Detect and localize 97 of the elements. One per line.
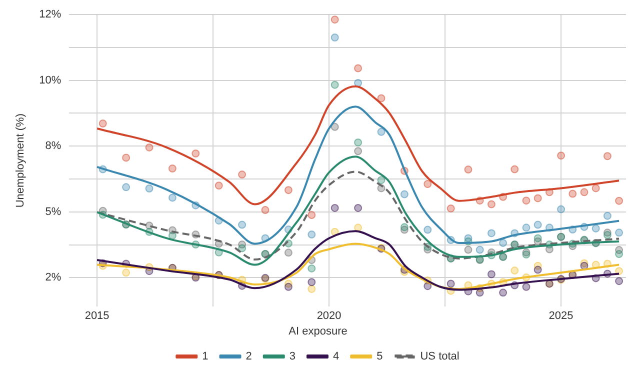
y-tick-label: 12%	[39, 8, 62, 21]
point	[238, 220, 246, 229]
point	[522, 196, 530, 205]
point	[522, 282, 530, 291]
y-tick-label: 2%	[45, 272, 62, 284]
point	[330, 16, 339, 24]
point	[557, 152, 566, 160]
point	[214, 182, 223, 190]
point	[122, 268, 130, 277]
point	[464, 246, 472, 254]
point	[534, 266, 542, 274]
point	[487, 270, 496, 278]
line-series	[96, 106, 620, 245]
point	[534, 220, 542, 229]
point	[464, 166, 472, 174]
point	[354, 138, 362, 146]
point	[377, 94, 386, 102]
point	[238, 244, 246, 252]
point	[354, 147, 362, 156]
point	[615, 267, 624, 276]
point	[308, 230, 316, 239]
point	[261, 206, 270, 214]
point	[592, 224, 600, 232]
point	[330, 80, 339, 89]
point	[238, 170, 246, 179]
point	[476, 288, 484, 297]
line-series	[96, 156, 620, 266]
legend-title: AI exposure	[288, 325, 348, 338]
point	[354, 224, 362, 232]
point	[168, 164, 176, 172]
point	[284, 282, 292, 291]
point	[354, 78, 362, 87]
x-tick-label: 2015	[84, 310, 110, 322]
point	[487, 229, 496, 238]
point	[510, 165, 519, 174]
point	[145, 184, 154, 192]
legend-label: 1	[202, 350, 208, 363]
point	[522, 224, 530, 232]
point	[145, 143, 154, 152]
point	[98, 120, 107, 128]
point	[330, 33, 339, 42]
point	[192, 150, 200, 158]
point	[308, 278, 316, 286]
point	[122, 154, 130, 162]
y-tick-label: 5%	[45, 206, 62, 218]
y-axis-title: Unemployment (%)	[14, 114, 27, 208]
x-tick-label: 2025	[548, 310, 574, 322]
point	[580, 188, 588, 196]
point	[592, 184, 600, 192]
point	[464, 234, 472, 242]
point	[330, 204, 339, 212]
point	[615, 228, 624, 237]
point	[354, 64, 362, 72]
point	[424, 282, 432, 290]
point	[487, 200, 496, 208]
line-series	[96, 242, 620, 290]
point	[354, 204, 362, 212]
point	[603, 212, 612, 220]
point	[615, 250, 624, 258]
point	[424, 180, 432, 188]
point	[522, 250, 530, 259]
point	[377, 176, 386, 184]
legend-label: 2	[246, 350, 252, 363]
x-tick-label: 2020	[316, 310, 342, 322]
line-series	[96, 170, 620, 261]
point	[424, 226, 432, 234]
point	[476, 246, 484, 254]
point	[499, 288, 508, 297]
point	[446, 280, 455, 288]
point	[615, 277, 624, 286]
point	[568, 190, 577, 198]
legend-label: 4	[332, 350, 340, 363]
legend-label: 5	[376, 350, 383, 363]
point	[308, 264, 316, 272]
point	[308, 284, 316, 293]
point	[377, 128, 386, 136]
legend-label: US total	[420, 350, 460, 363]
point	[603, 152, 612, 160]
y-tick-label: 8%	[45, 140, 62, 152]
point	[330, 122, 339, 131]
point	[400, 223, 408, 232]
point	[122, 183, 130, 192]
point	[446, 204, 455, 212]
legend-label: 3	[289, 350, 296, 363]
point	[308, 211, 316, 220]
point	[284, 186, 292, 194]
point	[400, 190, 408, 198]
point	[615, 196, 624, 205]
point	[168, 194, 176, 202]
point	[499, 238, 508, 247]
point	[603, 231, 612, 240]
y-tick-label: 10%	[39, 74, 62, 86]
point	[557, 205, 566, 214]
point	[284, 248, 292, 257]
point	[510, 266, 519, 275]
point	[534, 194, 542, 202]
point	[534, 234, 542, 242]
